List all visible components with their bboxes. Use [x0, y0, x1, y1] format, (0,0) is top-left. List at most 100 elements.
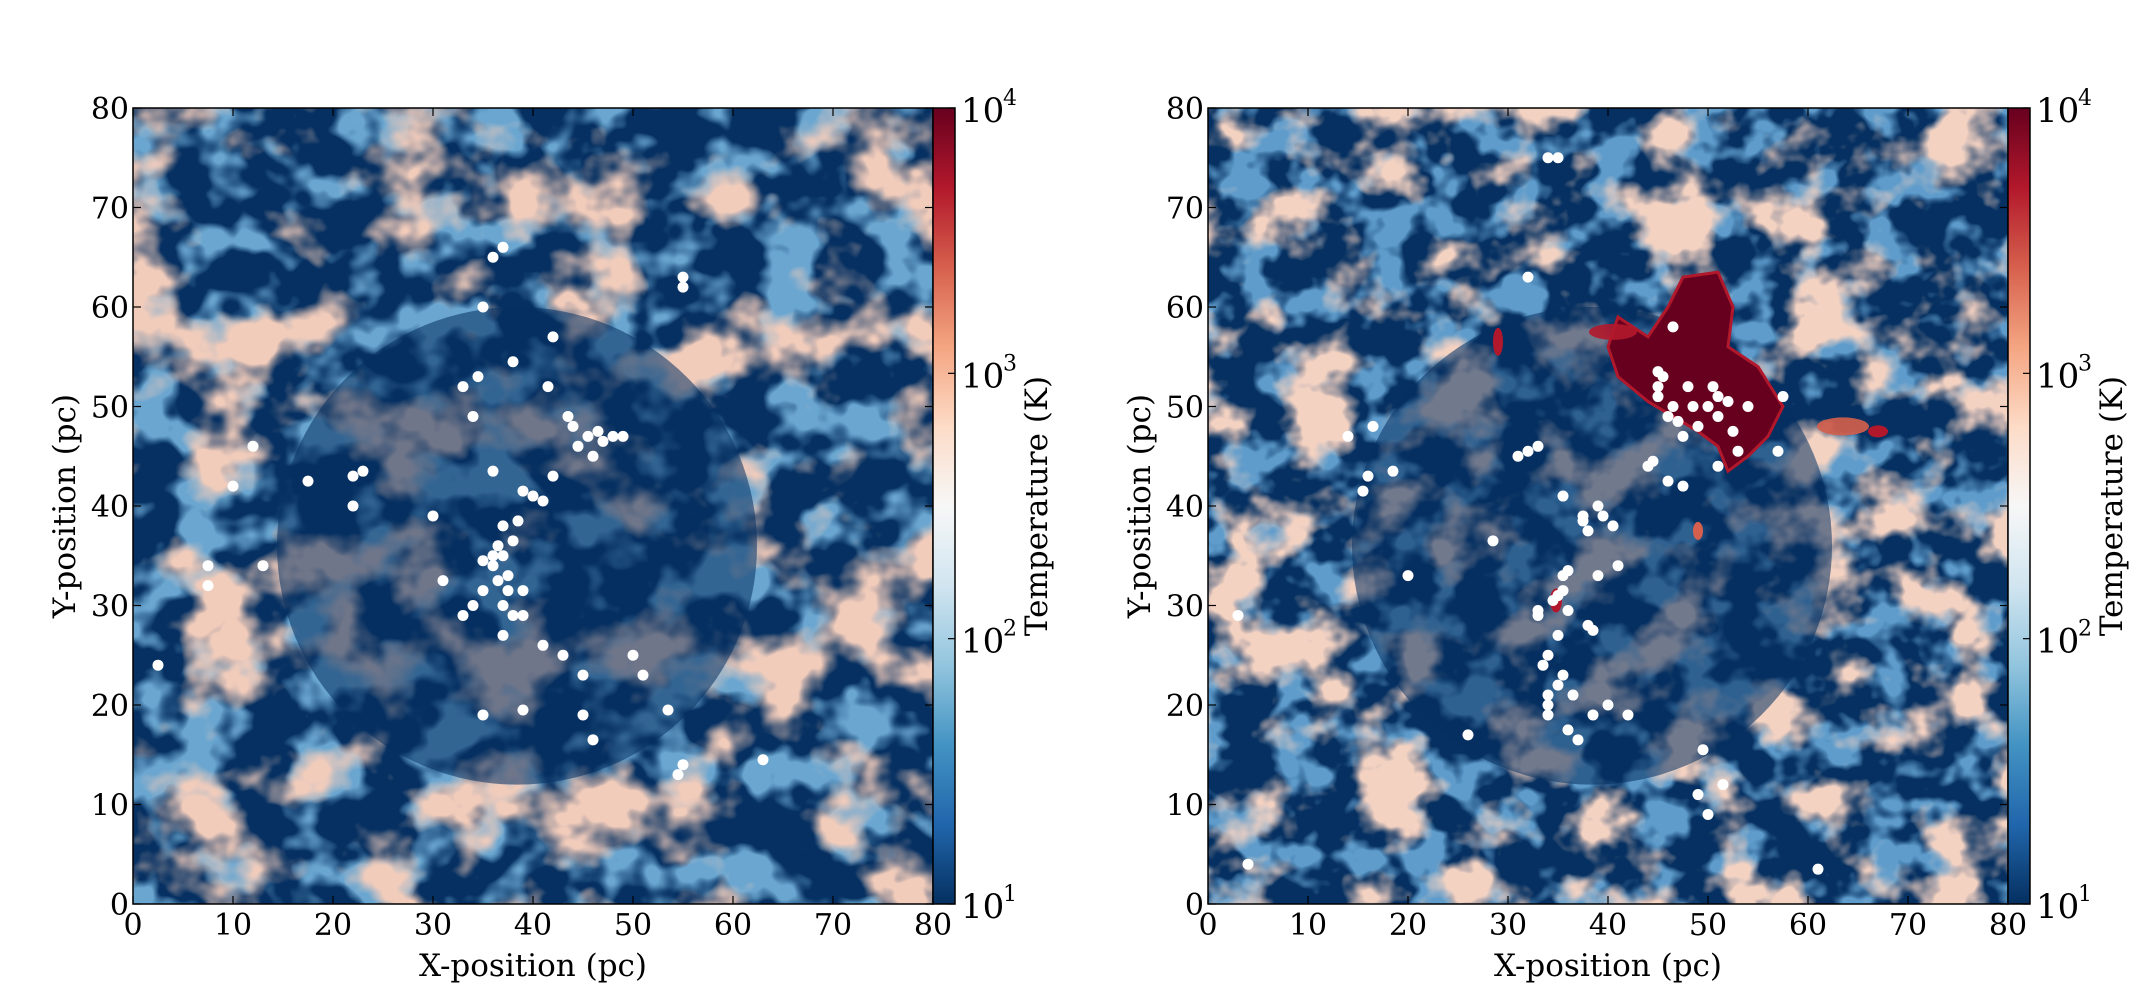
y-tick-label: 70	[1166, 192, 1204, 227]
sink-particle	[547, 470, 559, 482]
sink-particle	[1557, 490, 1569, 502]
sink-particle	[457, 381, 469, 393]
sink-particle	[1367, 420, 1379, 432]
x-tick-label: 10	[214, 908, 252, 943]
y-tick-label: 60	[1166, 291, 1204, 326]
sink-particle	[457, 609, 469, 621]
y-axis-label: Y-position (pc)	[47, 394, 83, 619]
sink-particle	[1707, 381, 1719, 393]
sink-particle	[627, 649, 639, 661]
sink-particle	[547, 331, 559, 343]
sink-particle	[202, 580, 214, 592]
colorbar-gradient	[933, 108, 955, 904]
colorbar-label: Temperature (K)	[1019, 376, 1055, 636]
colorbar-frame	[932, 107, 956, 905]
sink-particle	[527, 490, 539, 502]
y-tick-label: 40	[91, 490, 129, 525]
sink-particles	[1232, 152, 1824, 875]
sink-particle	[1772, 445, 1784, 457]
colorbar-tick-exponent: 4	[1003, 86, 1017, 111]
sink-particle	[302, 475, 314, 487]
y-tick-label: 30	[91, 590, 129, 625]
x-tick-label: 30	[1489, 908, 1527, 943]
sink-particle	[672, 769, 684, 781]
sink-particle	[1562, 565, 1574, 577]
sink-particle	[1677, 430, 1689, 442]
colorbar-tick-base: 10	[961, 622, 1004, 662]
sink-particle	[617, 430, 629, 442]
colorbar-tick-exponent: 1	[1003, 882, 1017, 907]
sink-particle	[637, 669, 649, 681]
colorbar-tick-base: 10	[961, 887, 1004, 927]
sink-particle	[497, 629, 509, 641]
sink-particle	[577, 709, 589, 721]
sink-particle	[477, 709, 489, 721]
sink-particle	[502, 585, 514, 597]
sink-particle	[1742, 401, 1754, 412]
sink-particle	[572, 440, 584, 452]
colorbar-tick-label: 104	[961, 86, 1017, 131]
sink-particle	[507, 535, 519, 547]
sink-particle	[677, 759, 689, 771]
y-tick-label: 0	[110, 888, 129, 923]
x-tick-label: 30	[414, 908, 452, 943]
sink-particle	[1542, 649, 1554, 661]
sink-particle	[1592, 570, 1604, 582]
sink-particle	[1532, 609, 1544, 621]
sink-particle	[1552, 629, 1564, 641]
sink-particle	[1567, 689, 1579, 701]
sink-particle	[1557, 669, 1569, 681]
sink-particle	[1487, 535, 1499, 547]
colorbar-tick-base: 10	[2036, 887, 2079, 927]
sink-particle	[1727, 425, 1739, 437]
colorbar-label: Temperature (K)	[2094, 376, 2130, 636]
sink-particle	[487, 560, 499, 572]
sink-particle	[1647, 455, 1659, 467]
sink-particle	[1562, 604, 1574, 616]
sink-particle	[487, 251, 499, 263]
sink-particle	[517, 585, 529, 597]
sink-particle	[1712, 460, 1724, 472]
sink-particle	[347, 500, 359, 512]
sink-particle	[1542, 699, 1554, 711]
sink-particle	[1717, 779, 1729, 791]
panel-left: 0 10 20 30 40 50 60 70 80 0 10 20 30 40 50 60 70 80 X-posi…	[47, 86, 1055, 984]
colorbar-tick-exponent: 3	[2078, 351, 2092, 376]
x-tick-label: 70	[814, 908, 852, 943]
sink-particle	[1712, 391, 1724, 403]
sink-particle	[1607, 520, 1619, 532]
x-tick-label: 60	[714, 908, 752, 943]
sink-particle	[1577, 515, 1589, 527]
sink-particle	[1667, 321, 1679, 333]
sink-particle	[257, 560, 269, 572]
sink-particle	[587, 450, 599, 462]
colorbar-tick-exponent: 2	[2078, 617, 2092, 642]
sink-particle	[1522, 445, 1534, 457]
sink-particle	[1662, 475, 1674, 487]
sink-particle	[542, 381, 554, 393]
sink-particle	[1722, 396, 1734, 408]
sink-particle	[1682, 381, 1694, 393]
sink-particle	[677, 281, 689, 293]
sink-particle	[517, 609, 529, 621]
temperature-map	[133, 108, 933, 904]
sink-particle	[537, 639, 549, 651]
colorbar-tick-base: 10	[961, 356, 1004, 396]
sink-particle	[152, 659, 164, 671]
x-tick-label: 50	[1689, 908, 1727, 943]
sink-particle	[607, 430, 619, 442]
colorbar-tick-label: 101	[961, 882, 1017, 927]
sink-particle	[1542, 689, 1554, 701]
y-tick-label: 50	[1166, 391, 1204, 426]
sink-particle	[677, 271, 689, 283]
sink-particle	[1592, 500, 1604, 512]
colorbar-tick-label: 102	[961, 617, 1017, 662]
y-tick-label: 10	[1166, 789, 1204, 824]
sink-particle	[1612, 560, 1624, 572]
sink-particle	[557, 649, 569, 661]
x-axis-label: X-position (pc)	[1494, 948, 1722, 984]
sink-particle	[1552, 679, 1564, 691]
sink-particle	[477, 301, 489, 313]
y-tick-label: 30	[1166, 590, 1204, 625]
sink-particle	[592, 425, 604, 437]
